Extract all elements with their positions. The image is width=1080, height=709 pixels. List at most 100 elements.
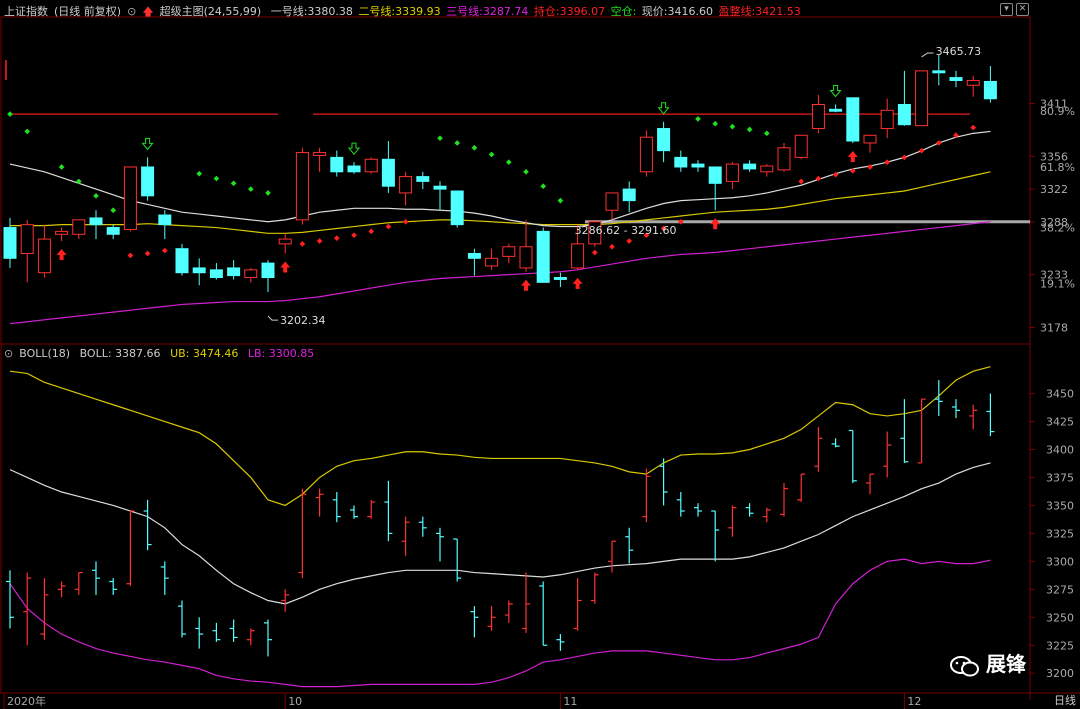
sar-dot-red	[351, 232, 357, 239]
y-tick-label: 3411	[1040, 98, 1068, 111]
lb-legend: LB: 3300.85	[247, 347, 315, 360]
candle-body	[261, 262, 275, 279]
candle-body	[897, 104, 911, 126]
candle-body	[915, 70, 929, 127]
ub-legend: UB: 3474.46	[170, 347, 239, 360]
buy-arrow-icon	[572, 277, 583, 289]
candle-body	[55, 230, 69, 235]
sar-dot-red	[677, 218, 684, 225]
annotation-range: 3286.62 - 3291.60	[575, 224, 677, 237]
candle-body	[313, 152, 327, 156]
candle-body	[880, 109, 894, 130]
y-tick-label: 3356	[1040, 150, 1068, 163]
boll-y-tick-label: 3225	[1046, 639, 1074, 652]
candle-body	[347, 165, 361, 173]
line1-series	[9, 130, 991, 228]
candle-body	[20, 224, 34, 254]
boll-y-tick-label: 3350	[1046, 499, 1074, 512]
x-tick-label: 12	[907, 695, 921, 708]
candle-body	[983, 80, 997, 100]
sar-dot-red	[626, 238, 633, 244]
hold-legend: 持仓:3396.07	[533, 5, 606, 18]
sar-dot-green	[196, 170, 203, 177]
sar-dot-red	[832, 171, 839, 178]
close-icon[interactable]: ✕	[1016, 3, 1029, 16]
boll-y-tick-label: 3275	[1046, 583, 1074, 596]
sar-dot-green	[712, 120, 719, 127]
boll-settings-button[interactable]: ⊙	[4, 347, 14, 360]
boll-y-tick-label: 3200	[1046, 667, 1074, 680]
candle-body	[295, 152, 309, 221]
candle-body	[846, 97, 860, 142]
index-name: 上证指数	[4, 5, 48, 18]
boll-frame	[0, 343, 1031, 694]
candle-body	[794, 134, 808, 158]
sar-dot-red	[333, 235, 340, 241]
boll-y-tick-label: 3325	[1046, 527, 1074, 540]
sar-dot-green	[58, 164, 65, 170]
indicator-name[interactable]: 超级主图(24,55,99)	[159, 5, 262, 18]
annotation-leader	[267, 315, 278, 321]
candle-body	[863, 134, 877, 144]
boll-ub-series	[9, 366, 991, 507]
boll-mid-series	[9, 462, 991, 605]
pct-tick-label: 19.1%	[1040, 277, 1075, 290]
sar-dot-green	[437, 135, 443, 141]
candle-body	[123, 166, 137, 230]
boll-y-tick-label: 3450	[1046, 388, 1074, 401]
sar-dot-green	[729, 123, 736, 130]
line3-legend: 三号线:3287.74	[446, 5, 529, 18]
y-tick-label: 3233	[1040, 269, 1068, 282]
y-tick-label: 3178	[1040, 322, 1068, 335]
candle-body	[691, 163, 705, 168]
sar-dot-red	[161, 247, 168, 254]
sar-dot-green	[557, 197, 564, 204]
pct-tick-label: 80.9%	[1040, 105, 1075, 118]
sell-arrow-icon	[829, 85, 842, 98]
buy-arrow-icon	[56, 248, 67, 260]
candle-body	[399, 176, 413, 194]
pct-tick-label: 38.2%	[1040, 222, 1075, 235]
sar-dot-green	[75, 178, 82, 185]
boll-legend: BOLL: 3387.66	[79, 347, 161, 360]
settings-button[interactable]: ⊙	[127, 5, 137, 18]
sar-dot-green	[695, 116, 701, 122]
candle-body	[571, 243, 585, 269]
candle-body	[966, 79, 980, 86]
candle-body	[588, 221, 602, 245]
candle-body	[416, 176, 430, 182]
boll-lb-series	[9, 558, 991, 688]
candle-body	[89, 217, 103, 226]
sar-dot-green	[763, 130, 770, 137]
candle-body	[725, 163, 739, 182]
profit-legend: 盈整线:3421.53	[718, 5, 801, 18]
buy-arrow-icon	[521, 279, 531, 291]
chevron-down-icon[interactable]: ▾	[1000, 3, 1013, 16]
line1-legend: 一号线:3380.38	[270, 5, 353, 18]
wechat-icon	[950, 655, 979, 676]
sell-arrow-icon	[657, 102, 670, 115]
sar-dot-green	[488, 151, 495, 158]
boll-y-tick-label: 3425	[1046, 416, 1074, 429]
candle-body	[485, 257, 499, 267]
sar-dot-green	[24, 128, 31, 135]
sar-dot-red	[935, 140, 942, 146]
candle-body	[175, 248, 189, 274]
period-label[interactable]: 日线	[1054, 694, 1076, 707]
empty-legend: 空仓:	[610, 5, 637, 18]
sar-dot-green	[523, 168, 529, 175]
candle-body	[450, 190, 464, 226]
candle-body	[364, 158, 378, 173]
sar-dot-green	[540, 183, 547, 190]
x-tick-label: 10	[288, 695, 302, 708]
x-tick-label: 2020年	[7, 694, 46, 708]
boll-indicator[interactable]: BOLL(18)	[19, 347, 71, 360]
x-tick-label: 11	[563, 695, 577, 708]
boll-y-tick-label: 3375	[1046, 471, 1074, 484]
candle-body	[3, 227, 17, 259]
sar-dot-red	[609, 243, 615, 250]
sar-dot-red	[901, 154, 908, 161]
candle-body	[743, 163, 757, 170]
sar-dot-red	[402, 218, 409, 225]
